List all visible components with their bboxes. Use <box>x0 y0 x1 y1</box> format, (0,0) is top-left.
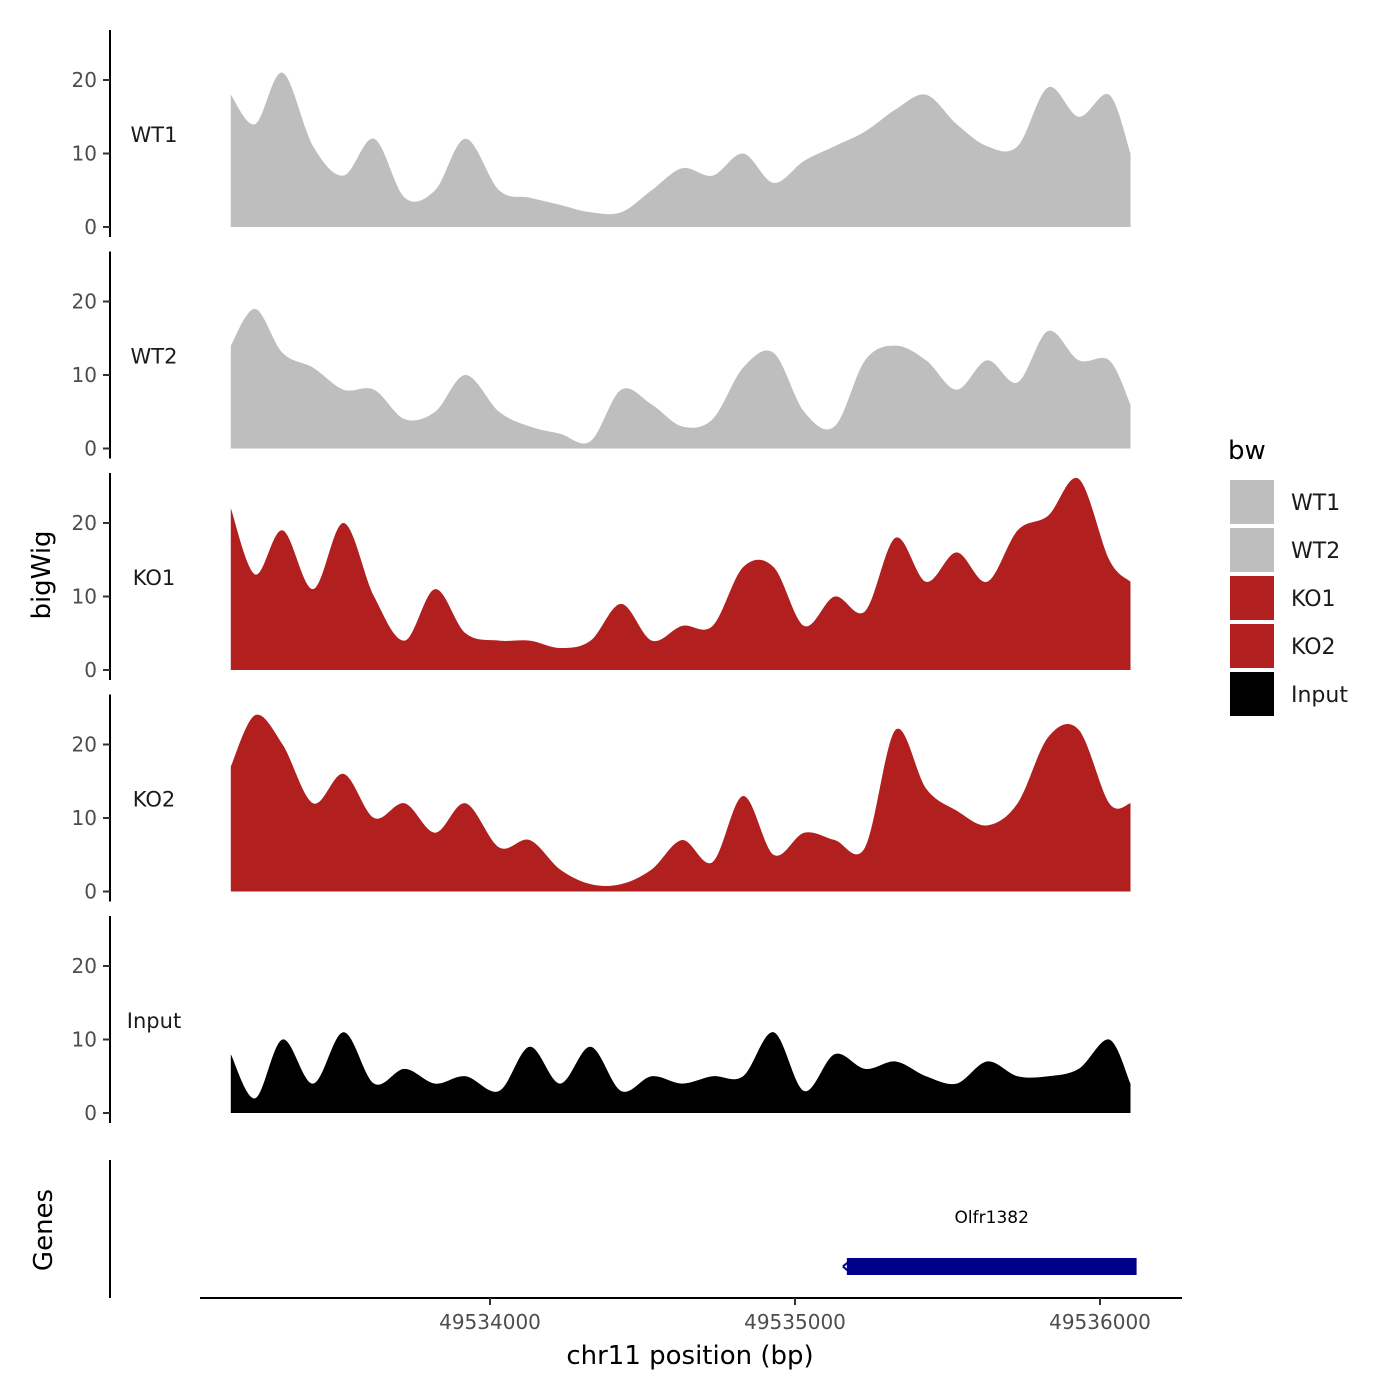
x-tick-label: 49536000 <box>1049 1310 1151 1334</box>
signal-area-ko2 <box>230 714 1131 892</box>
y-tick-label: 10 <box>72 363 97 387</box>
y-tick-label: 0 <box>84 437 97 461</box>
y-tick-label: 10 <box>72 806 97 830</box>
y-axis-title: bigWig <box>27 530 57 619</box>
y-tick-label: 20 <box>72 511 97 535</box>
track-wt2: 0 10 20 WT2 <box>72 251 1131 461</box>
legend-key <box>1230 624 1274 668</box>
legend-key <box>1230 480 1274 524</box>
y-tick-label: 0 <box>84 215 97 239</box>
genes-axis-title: Genes <box>29 1189 59 1271</box>
x-axis: chr11 position (bp) 49534000 49535000 4953… <box>200 1297 1182 1371</box>
legend-title: bw <box>1228 436 1266 466</box>
y-tick-label: 20 <box>72 733 97 757</box>
track-input: 0 10 20 Input <box>72 916 1131 1125</box>
gene-label: Olfr1382 <box>955 1208 1029 1228</box>
y-tick-label: 10 <box>72 142 97 166</box>
signal-area-wt1 <box>230 72 1131 227</box>
y-tick-label: 20 <box>72 954 97 978</box>
y-tick-label: 20 <box>72 68 97 92</box>
track-label: WT2 <box>131 345 178 369</box>
y-tick-label: 0 <box>84 880 97 904</box>
track-panels: 0 10 20 WT1 0 10 20 WT2 0 10 20 KO1 0 10 20 KO2 0 10 20 Inp… <box>72 30 1131 1125</box>
track-label: Input <box>127 1009 181 1033</box>
signal-area-input <box>230 1032 1131 1113</box>
gene-strand-arrow <box>842 1260 850 1273</box>
legend-label: Input <box>1291 683 1348 708</box>
track-ko1: 0 10 20 KO1 <box>72 473 1131 682</box>
legend-key <box>1230 576 1274 620</box>
y-tick-label: 0 <box>84 1101 97 1125</box>
track-label: KO1 <box>133 566 176 590</box>
legend: bw WT1 WT2 KO1 KO2 Input <box>1228 436 1348 716</box>
signal-area-ko1 <box>230 477 1131 670</box>
gene-body <box>846 1258 1137 1275</box>
x-tick-label: 49534000 <box>439 1310 541 1334</box>
track-label: KO2 <box>133 788 176 812</box>
x-tick-label: 49535000 <box>744 1310 846 1334</box>
x-axis-title: chr11 position (bp) <box>566 1341 813 1371</box>
legend-label: KO2 <box>1291 635 1336 660</box>
track-wt1: 0 10 20 WT1 <box>72 30 1131 239</box>
y-tick-label: 20 <box>72 290 97 314</box>
legend-key <box>1230 528 1274 572</box>
legend-label: KO1 <box>1291 587 1336 612</box>
y-tick-label: 0 <box>84 658 97 682</box>
signal-area-wt2 <box>230 308 1131 449</box>
legend-label: WT1 <box>1291 491 1340 516</box>
track-label: WT1 <box>131 123 178 147</box>
y-tick-label: 10 <box>72 1028 97 1052</box>
legend-label: WT2 <box>1291 539 1340 564</box>
track-ko2: 0 10 20 KO2 <box>72 694 1131 904</box>
y-tick-label: 10 <box>72 585 97 609</box>
gene-panel: Genes Olfr1382 <box>29 1160 1137 1298</box>
legend-key <box>1230 672 1274 716</box>
